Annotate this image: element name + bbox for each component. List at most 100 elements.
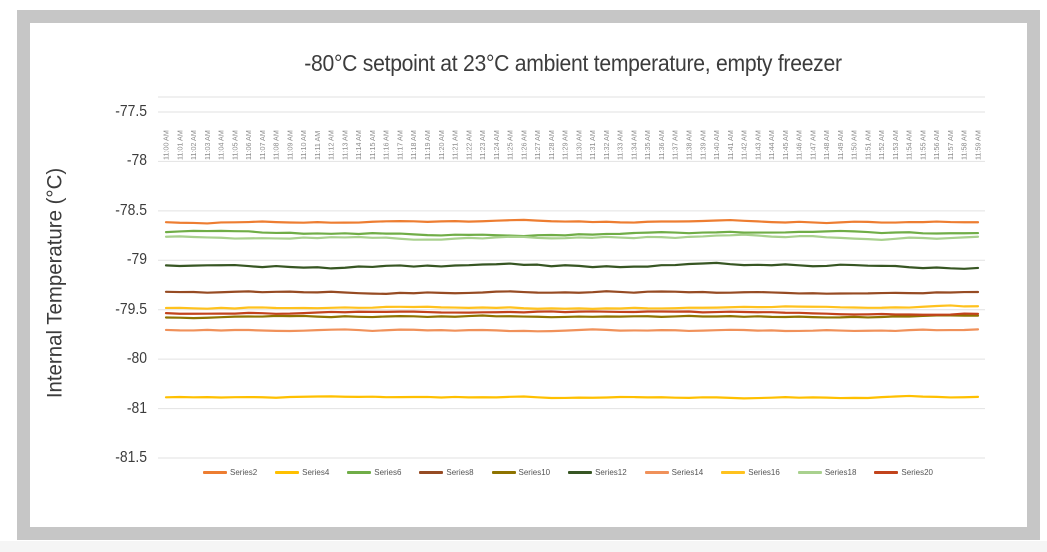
legend-item-Series12: Series12	[568, 468, 627, 477]
legend-label: Series20	[901, 468, 933, 477]
legend-item-Series4: Series4	[275, 468, 329, 477]
legend-swatch	[644, 471, 669, 474]
x-tick-label: 11:06 AM	[244, 130, 253, 160]
series-line-Series12	[164, 261, 980, 270]
x-tick-label: 11:25 AM	[506, 130, 515, 160]
series-line-Series20	[164, 310, 980, 316]
legend-label: Series4	[302, 468, 330, 477]
x-tick-label: 11:03 AM	[203, 130, 212, 160]
x-tick-label: 11:57 AM	[946, 130, 955, 160]
x-tick-label: 11:59 AM	[974, 130, 983, 160]
legend-item-Series6: Series6	[347, 468, 401, 477]
x-tick-label: 11:52 AM	[877, 130, 886, 160]
legend-label: Series10	[518, 468, 551, 477]
legend-item-Series8: Series8	[419, 468, 474, 477]
y-tick-label: -81.5	[115, 449, 147, 466]
x-tick-label: 11:26 AM	[519, 130, 528, 160]
legend-label: Series8	[446, 468, 474, 477]
x-tick-label: 11:30 AM	[574, 130, 583, 160]
legend-swatch	[797, 471, 822, 474]
x-tick-label: 11:45 AM	[781, 130, 790, 160]
legend-label: Series18	[824, 468, 857, 477]
x-tick-label: 11:40 AM	[712, 130, 721, 160]
legend-item-Series20: Series20	[874, 468, 933, 477]
series-line-Series8	[164, 290, 980, 295]
x-tick-label: 11:36 AM	[657, 130, 666, 160]
x-tick-label: 11:01 AM	[175, 130, 184, 160]
x-tick-label: 11:32 AM	[602, 130, 611, 160]
chart-title: -80°C setpoint at 23°C ambient temperatu…	[304, 50, 842, 76]
x-tick-label: 11:43 AM	[753, 130, 762, 160]
x-tick-label: 11:55 AM	[918, 130, 927, 160]
y-tick-label: -78	[126, 152, 147, 170]
series-line-Series2	[164, 218, 980, 225]
x-tick-label: 11:20 AM	[437, 130, 446, 160]
series-line-Series4	[164, 394, 980, 400]
legend-item-Series10: Series10	[491, 468, 551, 477]
legend-swatch	[419, 471, 444, 474]
x-tick-label: 11:28 AM	[547, 130, 556, 160]
legend-swatch	[568, 471, 593, 474]
x-tick-label: 11:21 AM	[451, 130, 460, 160]
x-tick-label: 11:27 AM	[533, 130, 542, 160]
x-tick-label: 11:05 AM	[230, 130, 239, 160]
x-tick-label: 11:22 AM	[464, 130, 473, 160]
x-tick-label: 11:08 AM	[272, 130, 281, 160]
y-axis-title: Internal Temperature (°C)	[42, 167, 67, 399]
x-tick-label: 11:12 AM	[327, 130, 336, 160]
y-tick-label: -81	[126, 399, 147, 417]
x-tick-label: 11:14 AM	[354, 130, 363, 160]
x-tick-label: 11:35 AM	[643, 130, 652, 160]
series-line-Series6	[164, 229, 980, 238]
legend-swatch	[275, 471, 300, 474]
x-tick-label: 11:38 AM	[684, 130, 693, 160]
x-tick-label: 11:49 AM	[836, 130, 845, 160]
legend-label: Series16	[748, 468, 780, 477]
x-tick-label: 11:31 AM	[588, 130, 597, 160]
y-tick-label: -80	[126, 350, 147, 368]
y-tick-label: -77.5	[115, 103, 147, 120]
x-tick-label: 11:53 AM	[891, 130, 900, 160]
x-tick-label: 11:44 AM	[767, 130, 776, 160]
series-line-Series16	[164, 304, 980, 311]
series-line-Series18	[164, 233, 980, 241]
x-tick-label: 11:48 AM	[822, 130, 831, 160]
x-tick-label: 11:54 AM	[905, 130, 914, 160]
x-tick-label: 11:29 AM	[561, 130, 570, 160]
x-tick-label: 11:42 AM	[740, 130, 749, 160]
x-tick-label: 11:23 AM	[478, 130, 487, 160]
x-tick-label: 11:41 AM	[726, 130, 735, 160]
legend-item-Series18: Series18	[797, 468, 857, 477]
legend-swatch	[347, 471, 372, 474]
x-tick-label: 11:24 AM	[492, 130, 501, 160]
x-tick-label: 11:02 AM	[189, 130, 198, 160]
legend-swatch	[491, 471, 516, 474]
x-tick-label: 11:04 AM	[217, 130, 226, 160]
x-tick-label: 11:16 AM	[382, 130, 391, 160]
legend-item-Series2: Series2	[203, 468, 257, 477]
x-tick-label: 11:58 AM	[960, 130, 969, 160]
x-tick-label: 11:00 AM	[162, 130, 171, 160]
x-tick-label: 11:18 AM	[409, 130, 418, 160]
legend-item-Series16: Series16	[721, 468, 780, 477]
x-tick-label: 11:50 AM	[850, 130, 859, 160]
x-tick-label: 11:56 AM	[932, 130, 941, 160]
x-tick-label: 11:47 AM	[808, 130, 817, 160]
series-line-Series10	[164, 314, 980, 320]
chart-frame	[17, 10, 1040, 540]
x-tick-label: 11:33 AM	[616, 130, 625, 160]
x-tick-label: 11:34 AM	[629, 130, 638, 160]
x-tick-label: 11:09 AM	[285, 130, 294, 160]
legend-label: Series12	[595, 468, 627, 477]
x-tick-label: 11:17 AM	[395, 130, 404, 160]
legend-label: Series2	[230, 468, 258, 477]
legend-swatch	[203, 471, 228, 474]
y-tick-label: -79	[126, 251, 147, 269]
legend-label: Series14	[671, 468, 704, 477]
x-tick-label: 11:15 AM	[368, 130, 377, 160]
x-tick-label: 11:07 AM	[258, 130, 267, 160]
x-tick-label: 11:19 AM	[423, 130, 432, 160]
legend-item-Series14: Series14	[644, 468, 704, 477]
x-tick-label: 11:46 AM	[795, 130, 804, 160]
